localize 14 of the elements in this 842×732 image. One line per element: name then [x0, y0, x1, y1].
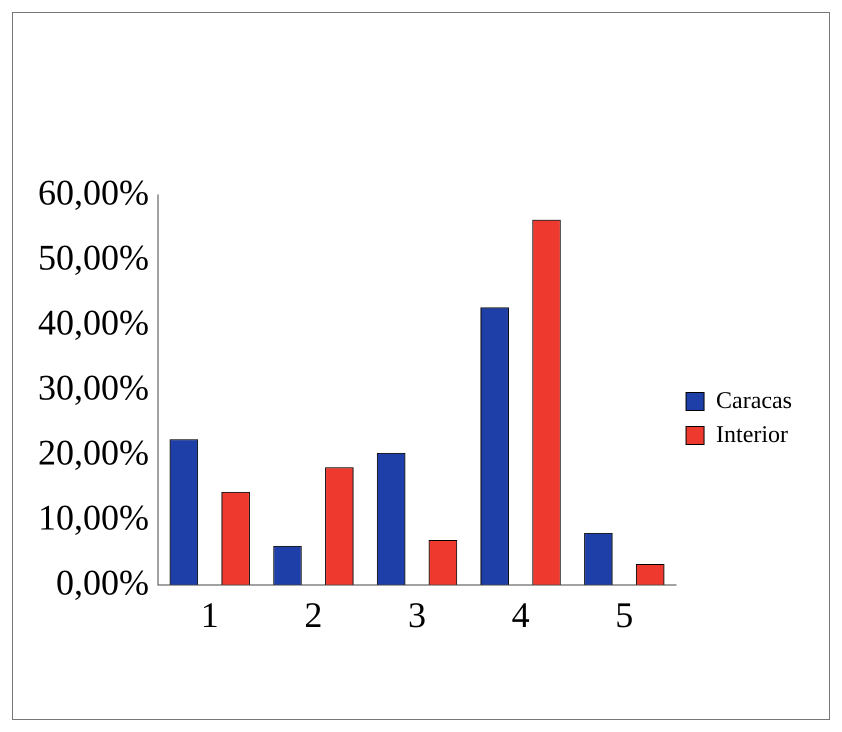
y-tick-label: 10,00%	[38, 497, 149, 538]
y-tick-label: 60,00%	[38, 172, 149, 212]
y-tick-label: 20,00%	[38, 432, 149, 472]
y-tick-label: 40,00%	[38, 302, 149, 342]
x-tick-label: 5	[615, 594, 634, 635]
y-tick-label: 50,00%	[38, 237, 149, 278]
x-tick-label: 3	[408, 594, 426, 635]
x-tick-label: 2	[304, 594, 322, 635]
x-tick-label: 4	[512, 594, 530, 635]
legend-label: Caracas	[716, 388, 792, 414]
y-tick-label: 0,00%	[56, 562, 149, 602]
legend-label: Interior	[716, 422, 788, 448]
y-tick-label: 30,00%	[38, 367, 149, 408]
x-tick-label: 1	[200, 594, 219, 635]
